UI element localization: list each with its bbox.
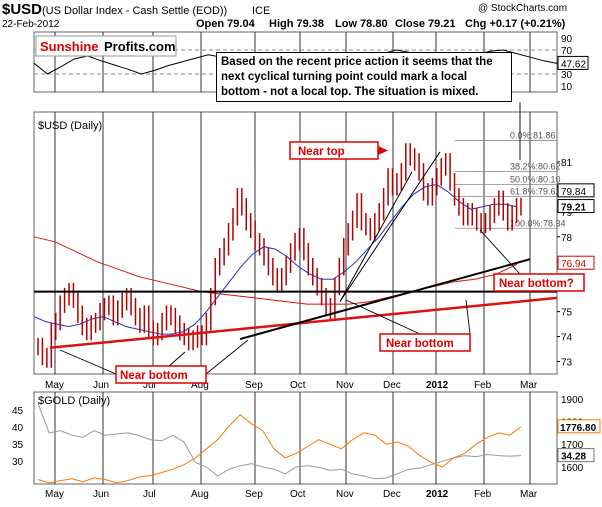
gold-month-label: Feb	[474, 489, 492, 500]
header-low: Low 78.80	[335, 18, 388, 30]
gold-month-label: Jul	[143, 489, 156, 500]
gold-right-tick: 1700	[561, 440, 584, 451]
near-bottom-left-box	[115, 365, 207, 384]
price-month-label: Aug	[191, 380, 209, 391]
gold-month-label: Mar	[520, 489, 538, 500]
header-exchange: ICE	[252, 5, 270, 17]
near-top-label: Near top	[298, 146, 345, 158]
logo-part1: Sunshine	[40, 39, 99, 54]
price-month-label: Mar	[520, 380, 538, 391]
header-date: 22-Feb-2012	[2, 19, 60, 30]
gold-month-label: Sep	[245, 489, 263, 500]
near-bottom-left-label: Near bottom	[120, 370, 188, 382]
callout-pointer	[465, 299, 471, 335]
price-month-label: Jun	[93, 380, 109, 391]
gold-month-label: Nov	[336, 489, 354, 500]
price-month-label: Jul	[143, 380, 156, 391]
price-month-label: Oct	[290, 380, 306, 391]
fib-label: 61.8%:79.62	[510, 186, 561, 196]
fib-label: 50.0%:80.10	[510, 174, 561, 184]
price-month-label: Nov	[336, 380, 354, 391]
price-month-label: May	[45, 380, 64, 391]
gold-month-label: Oct	[290, 489, 306, 500]
price-tick-label: 73	[561, 358, 573, 369]
gold-right-tick: 1600	[561, 463, 584, 474]
callout-pointer	[479, 229, 521, 275]
header-symbol: $USD	[2, 1, 42, 18]
rsi-value-label: 47.62	[561, 59, 586, 70]
price-value-box-ma200	[557, 255, 595, 270]
axes: 907050301047.6281807978777675747379.2179…	[12, 34, 601, 500]
near-bottom-right-label: Near bottom?	[499, 278, 574, 290]
gold-right-tick: 1900	[561, 395, 584, 406]
price-value-box-ma50	[557, 183, 595, 198]
price-month-label: 2012	[426, 380, 449, 391]
fib-label: 0.0%:81.86	[510, 130, 556, 140]
price-tick-label: 75	[561, 308, 573, 319]
near-top-arrow	[378, 146, 388, 155]
gold-left-tick: 40	[12, 423, 24, 434]
price-month-label: Sep	[245, 380, 263, 391]
gold-month-label: Aug	[191, 489, 209, 500]
price-month-label: Dec	[383, 380, 401, 391]
price-tick-label: 81	[561, 158, 573, 169]
callout-pointer	[59, 349, 117, 375]
near-bottom-mid-label: Near bottom	[386, 338, 454, 350]
gold-month-label: 2012	[426, 489, 449, 500]
gold-line	[37, 414, 522, 484]
gold-left-tick: 30	[12, 457, 24, 468]
gold-left-tick: 45	[12, 406, 24, 417]
gold-month-label: Dec	[383, 489, 401, 500]
ratio-value-label: 34.28	[561, 452, 586, 463]
near-bottom-right-box	[493, 273, 585, 292]
fib-levels: 0.0%:81.86 38.2%:80.62 50.0%:80.10 61.8%:79…	[455, 130, 566, 229]
fib-label: 100.0%:78.34	[510, 218, 566, 228]
rsi-tick-label: 90	[561, 34, 573, 45]
ratio-line	[37, 403, 522, 480]
watermark: @ StockCharts.com	[478, 3, 567, 14]
series-layer	[33, 49, 558, 484]
rsi-tick-label: 10	[561, 82, 573, 93]
logo: Sunshine Profits.com	[35, 35, 177, 57]
rising-channel-2	[339, 151, 441, 302]
header-high: High 79.38	[269, 18, 324, 30]
header-close: Close 79.21	[395, 18, 456, 30]
price-tick-label: 74	[561, 333, 573, 344]
callout-pointer	[345, 299, 421, 335]
fib-label: 38.2%:80.62	[510, 161, 561, 171]
gold-month-label: May	[45, 489, 64, 500]
logo-part2: Profits.com	[104, 39, 176, 54]
header-description: (US Dollar Index - Cash Settle (EOD))	[42, 5, 227, 17]
price-month-label: Feb	[474, 380, 492, 391]
black-uptrend	[239, 258, 531, 341]
callouts: Near top Near bottom Near bottom Near bo…	[115, 141, 585, 384]
near-bottom-mid-box	[379, 333, 471, 352]
price-value-label-close: 79.21	[561, 203, 586, 214]
price-value-label-ma50: 79.84	[561, 187, 586, 198]
price-value-label-ma200: 76.94	[561, 259, 586, 270]
gold-panel	[33, 391, 558, 485]
gold-value-box	[557, 419, 601, 434]
rsi-tick-label: 70	[561, 46, 573, 57]
gold-month-label: Jun	[93, 489, 109, 500]
header-change: Chg +0.17 (+0.21%)	[465, 18, 566, 30]
ratio-value-box	[557, 448, 595, 463]
gold-panel-title: $GOLD (Daily)	[38, 395, 110, 407]
rsi-value-box	[557, 55, 589, 70]
price-tick-label: 78	[561, 233, 573, 244]
header-open: Open 79.04	[196, 18, 256, 30]
price-tick-label: 79	[561, 208, 573, 219]
callout-pointer	[205, 339, 249, 375]
trendlines	[34, 102, 558, 375]
red-trendline	[49, 296, 558, 350]
gold-value-label: 1776.80	[560, 423, 597, 434]
price-panel-title: $USD (Daily)	[38, 120, 102, 132]
rsi-tick-label: 30	[561, 70, 573, 81]
gold-left-tick: 35	[12, 440, 24, 451]
price-value-box-close	[557, 199, 595, 214]
rising-channel-1	[339, 171, 413, 302]
annotation-box: Based on the recent price action it seem…	[216, 52, 512, 102]
